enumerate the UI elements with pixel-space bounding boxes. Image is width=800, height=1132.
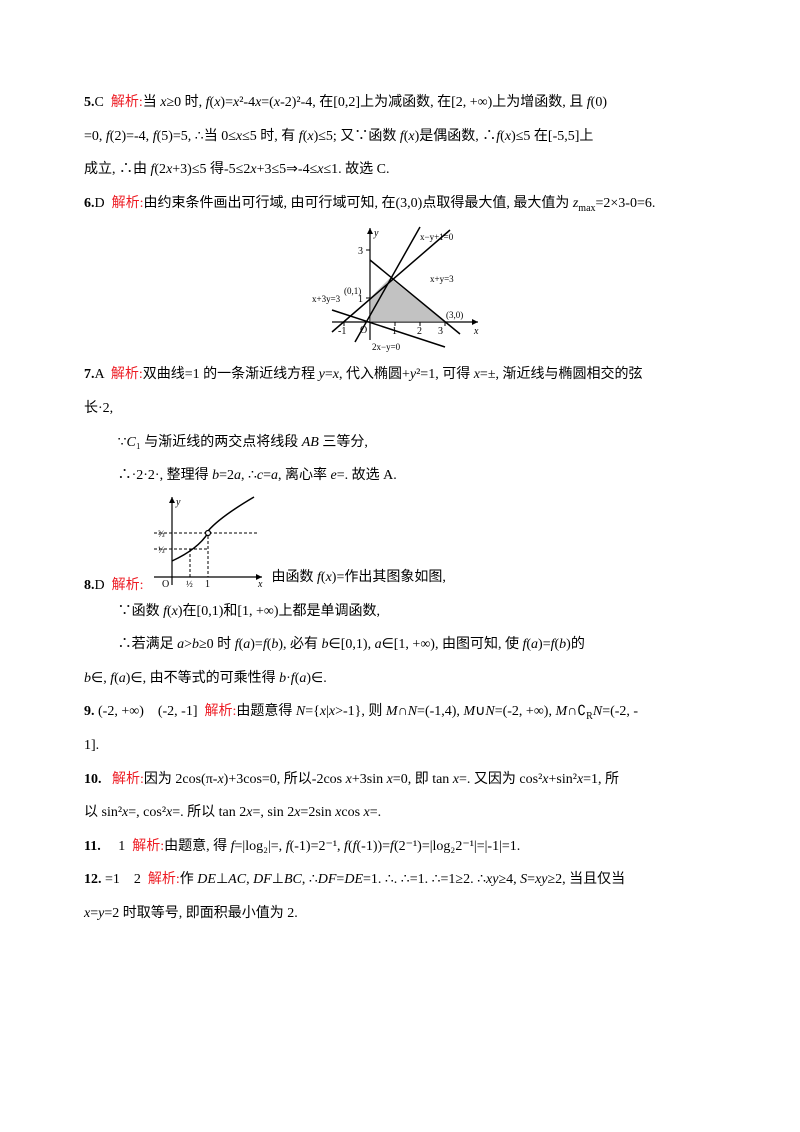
q11-number: 11. bbox=[84, 839, 101, 854]
svg-text:x: x bbox=[473, 326, 479, 337]
q11-text: 由题意, 得 f=|log₂|=, f(-1)=2⁻¹, f(f(-1))=f(… bbox=[164, 839, 520, 854]
svg-text:O: O bbox=[162, 579, 169, 589]
q9-answers: (-2, +∞) (-2, -1] bbox=[98, 704, 198, 719]
q7-ind2: ∴·2·2·, 整理得 b=2a, ∴c=a, 离心率 e=. 故选 A. bbox=[84, 459, 716, 493]
q5-text-l3: 成立, ∴由 f(2x+3)≤5 得-5≤2x+3≤5⇒-4≤x≤1. 故选 C… bbox=[84, 153, 716, 187]
svg-text:⅔: ⅔ bbox=[158, 529, 165, 539]
q10-text-l1: 因为 2cos(π-x)+3cos=0, 所以-2cos x+3sin x=0,… bbox=[144, 772, 619, 787]
svg-text:y: y bbox=[373, 228, 379, 239]
q6-text: 由约束条件画出可行域, 由可行域可知, 在(3,0)点取得最大值, 最大值为 z… bbox=[144, 196, 656, 211]
q8-letter: D bbox=[95, 578, 105, 593]
q11-answers: 1 bbox=[104, 839, 125, 854]
q5-number: 5. bbox=[84, 95, 95, 110]
svg-text:3: 3 bbox=[438, 326, 443, 337]
q9-cont: 1]. bbox=[84, 729, 716, 763]
svg-text:⅓: ⅓ bbox=[158, 545, 165, 555]
q8-label: 解析: bbox=[112, 578, 144, 593]
svg-text:(0,1): (0,1) bbox=[344, 286, 361, 296]
q10-number: 10. bbox=[84, 772, 102, 787]
q12-answers: =1 2 bbox=[105, 872, 141, 887]
svg-text:y: y bbox=[175, 497, 181, 508]
q7-ind1: ∵C₁ 与渐近线的两交点将线段 AB 三等分, bbox=[84, 426, 716, 460]
svg-text:2x−y=0: 2x−y=0 bbox=[372, 342, 401, 352]
svg-text:x+3y=3: x+3y=3 bbox=[312, 294, 341, 304]
q10-text-l2: 以 sin²x=, cos²x=. 所以 tan 2x=, sin 2x=2si… bbox=[84, 796, 716, 830]
q6-label: 解析: bbox=[112, 196, 144, 211]
svg-text:2: 2 bbox=[417, 326, 422, 337]
svg-text:½: ½ bbox=[186, 579, 193, 589]
svg-text:-1: -1 bbox=[338, 326, 346, 337]
q12-number: 12. bbox=[84, 872, 102, 887]
q7-number: 7. bbox=[84, 367, 95, 382]
svg-text:O: O bbox=[360, 325, 367, 336]
q6-figure: y x O -1 1 2 3 1 3 x−y+1=0 x+3y=3 x+y=3 … bbox=[84, 222, 716, 356]
q8-figure: y x O ⅔ ⅓ ½ 1 bbox=[148, 493, 268, 595]
q7-text-l1: 双曲线=1 的一条渐近线方程 y=x, 代入椭圆+y²=1, 可得 x=±, 渐… bbox=[143, 367, 643, 382]
q8-number: 8. bbox=[84, 578, 95, 593]
q9-text: 由题意得 N={x|x>-1}, 则 M∩N=(-1,4), M∪N=(-2, … bbox=[236, 704, 638, 719]
svg-text:(3,0): (3,0) bbox=[446, 310, 463, 320]
q9-number: 9. bbox=[84, 704, 95, 719]
svg-text:1: 1 bbox=[205, 579, 210, 589]
q12-text: 作 DE⊥AC, DF⊥BC, ∴DF=DE=1. ∴. ∴=1. ∴=1≥2.… bbox=[180, 872, 625, 887]
q7-label: 解析: bbox=[111, 367, 143, 382]
q6-letter: D bbox=[95, 196, 105, 211]
q8-after-fig: 由函数 f(x)=作出其图象如图, bbox=[272, 561, 446, 595]
q5-label: 解析: bbox=[111, 95, 143, 110]
svg-text:x: x bbox=[257, 579, 263, 589]
q11-label: 解析: bbox=[132, 839, 164, 854]
svg-text:1: 1 bbox=[392, 326, 397, 337]
q12-label: 解析: bbox=[148, 872, 180, 887]
q8-ind2: ∴若满足 a>b≥0 时 f(a)=f(b), 必有 b∈[0,1), a∈[1… bbox=[84, 628, 716, 662]
q6-number: 6. bbox=[84, 196, 95, 211]
q8-ind1: ∵函数 f(x)在[0,1)和[1, +∞)上都是单调函数, bbox=[84, 595, 716, 629]
q10-label: 解析: bbox=[112, 772, 144, 787]
q7-text-l2: 长·2, bbox=[84, 392, 716, 426]
q7-letter: A bbox=[95, 367, 104, 382]
svg-text:x+y=3: x+y=3 bbox=[430, 274, 454, 284]
q8-cont: b∈, f(a)∈, 由不等式的可乘性得 b·f(a)∈. bbox=[84, 662, 716, 696]
q5-text-l1: 当 x≥0 时, f(x)=x²-4x=(x-2)²-4, 在[0,2]上为减函… bbox=[143, 95, 607, 110]
svg-text:3: 3 bbox=[358, 246, 363, 257]
q5-letter: C bbox=[95, 95, 104, 110]
q5-text-l2: =0, f(2)=-4, f(5)=5, ∴当 0≤x≤5 时, 有 f(x)≤… bbox=[84, 120, 716, 154]
q12-cont: x=y=2 时取等号, 即面积最小值为 2. bbox=[84, 897, 716, 931]
svg-text:x−y+1=0: x−y+1=0 bbox=[420, 232, 454, 242]
q9-label: 解析: bbox=[205, 704, 237, 719]
